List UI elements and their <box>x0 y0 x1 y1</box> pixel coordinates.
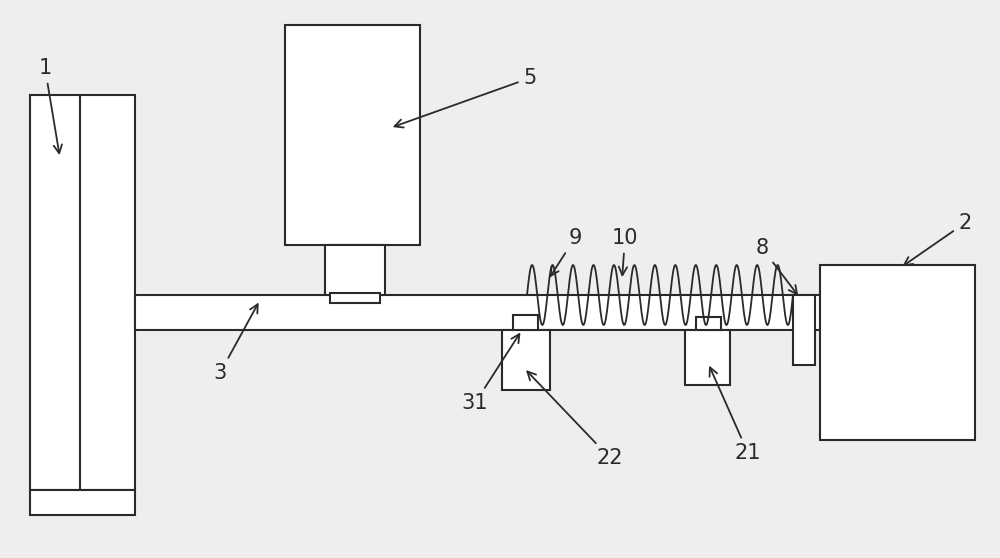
Text: 9: 9 <box>551 228 582 276</box>
Bar <box>30 490 135 515</box>
Bar <box>325 245 385 295</box>
Bar <box>696 317 721 330</box>
Text: 1: 1 <box>38 58 62 153</box>
Text: 10: 10 <box>612 228 638 275</box>
Text: 3: 3 <box>213 304 258 383</box>
Bar <box>793 295 815 365</box>
Bar <box>513 315 538 330</box>
Bar <box>285 25 420 245</box>
Bar <box>135 295 820 330</box>
Text: 2: 2 <box>904 213 972 265</box>
Text: 21: 21 <box>710 367 761 463</box>
Bar <box>502 330 550 390</box>
Bar <box>685 330 730 385</box>
Bar <box>30 95 135 490</box>
Text: 31: 31 <box>462 334 519 413</box>
Text: 8: 8 <box>755 238 797 294</box>
Bar <box>820 265 975 440</box>
Text: 5: 5 <box>395 68 537 128</box>
Bar <box>330 293 380 303</box>
Text: 22: 22 <box>527 372 623 468</box>
